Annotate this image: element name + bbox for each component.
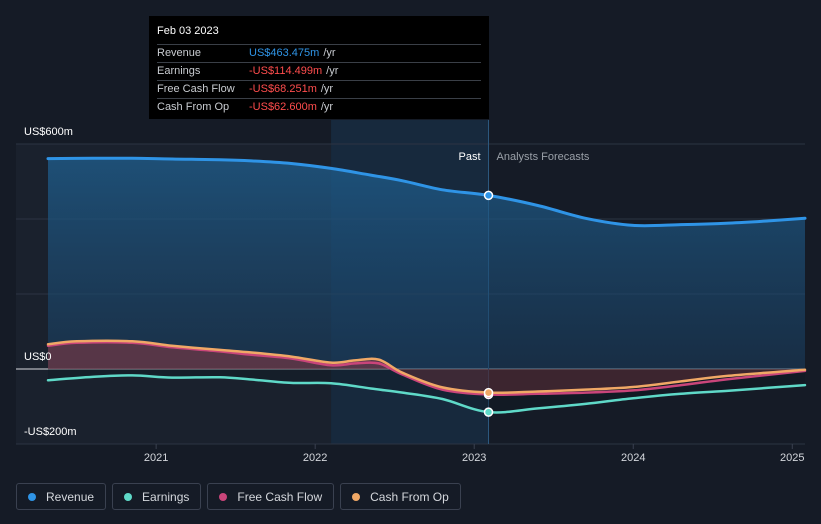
tooltip-unit: /yr <box>320 101 334 113</box>
x-tick-label: 2023 <box>462 452 486 464</box>
revenue-area <box>48 158 805 369</box>
y-tick-label: US$0 <box>24 351 52 363</box>
legend-label: Cash From Op <box>370 489 449 504</box>
legend-item-free-cash-flow[interactable]: Free Cash Flow <box>207 483 335 510</box>
legend-item-revenue[interactable]: Revenue <box>16 483 107 510</box>
tooltip-label: Revenue <box>157 47 202 59</box>
forecast-label: Analysts Forecasts <box>497 151 590 163</box>
legend-label: Free Cash Flow <box>237 489 323 504</box>
tooltip-row-cash-from-op: Cash From Op -US$62.600m /yr <box>157 98 481 116</box>
tooltip-row-revenue: Revenue US$463.475m /yr <box>157 44 481 62</box>
revenue-point <box>483 190 494 201</box>
earnings-line <box>46 374 807 414</box>
tooltip-value: US$463.475m <box>249 47 320 59</box>
x-tick-label: 2021 <box>144 452 168 464</box>
tooltip-label: Cash From Op <box>157 101 230 113</box>
legend-label: Earnings <box>142 489 190 504</box>
tooltip-unit: /yr <box>323 47 336 59</box>
chart-legend: Revenue Earnings Free Cash Flow Cash Fro… <box>16 483 461 510</box>
x-tick-label: 2024 <box>621 452 645 464</box>
legend-item-earnings[interactable]: Earnings <box>112 483 202 510</box>
tooltip-label: Free Cash Flow <box>157 83 235 95</box>
earnings-point <box>483 407 494 417</box>
chart-tooltip: Feb 03 2023 Revenue US$463.475m /yr Earn… <box>149 16 489 119</box>
cash-from-op-point <box>483 387 494 398</box>
cash-from-op-dot-icon <box>352 492 361 501</box>
legend-item-cash-from-op[interactable]: Cash From Op <box>340 483 461 510</box>
earnings-area <box>48 369 805 413</box>
tooltip-label: Earnings <box>157 65 201 77</box>
tooltip-unit: /yr <box>320 83 334 95</box>
revenue-line <box>46 156 807 228</box>
tooltip-row-earnings: Earnings -US$114.499m /yr <box>157 62 481 80</box>
free-cash-flow-dot-icon <box>219 492 228 501</box>
x-tick-label: 2022 <box>303 452 327 464</box>
tooltip-unit: /yr <box>326 65 339 77</box>
y-tick-label: -US$200m <box>24 426 77 438</box>
tooltip-row-free-cash-flow: Free Cash Flow -US$68.251m /yr <box>157 80 481 98</box>
free-cash-flow-line <box>46 341 807 396</box>
revenue-dot-icon <box>28 492 36 501</box>
x-tick-label: 2025 <box>780 452 804 464</box>
past-label: Past <box>459 151 481 163</box>
tooltip-value: -US$68.251m <box>249 83 317 95</box>
y-tick-label: US$600m <box>24 126 73 138</box>
legend-label: Revenue <box>46 489 95 504</box>
tooltip-value: -US$62.600m <box>249 101 317 113</box>
earnings-dot-icon <box>124 492 133 501</box>
tooltip-date: Feb 03 2023 <box>157 25 219 37</box>
cash-from-op-line <box>46 339 807 395</box>
tooltip-value: -US$114.499m <box>249 65 323 77</box>
